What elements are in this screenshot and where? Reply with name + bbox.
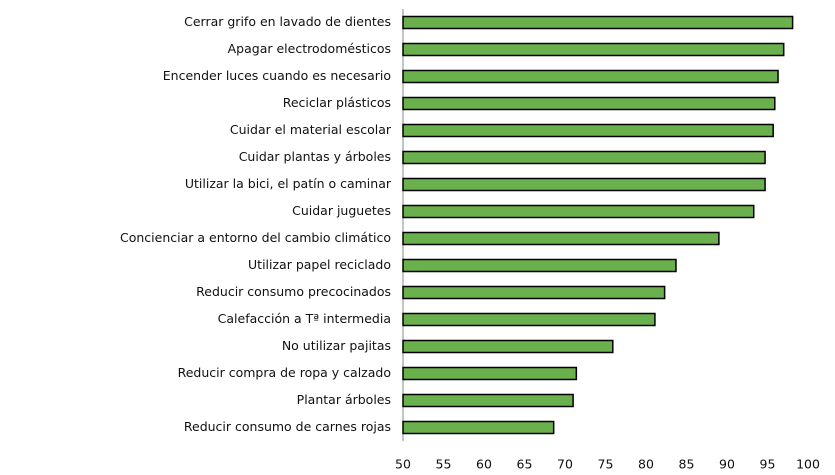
y-tick-label: Plantar árboles (297, 392, 391, 407)
x-tick-label: 65 (517, 457, 533, 472)
y-tick-label: Concienciar a entorno del cambio climáti… (120, 230, 391, 245)
bar (402, 123, 774, 138)
bar (402, 420, 555, 435)
y-tick-label: Reciclar plásticos (283, 95, 391, 110)
x-tick-label: 85 (679, 457, 695, 472)
x-tick-label: 75 (598, 457, 614, 472)
x-tick-label: 100 (796, 457, 820, 472)
y-tick-label: Calefacción a Tª intermedia (218, 311, 391, 326)
bar (402, 15, 794, 30)
y-tick-label: Encender luces cuando es necesario (163, 68, 391, 83)
y-tick-label: Utilizar la bici, el patín o caminar (185, 176, 392, 191)
x-tick-label: 95 (760, 457, 776, 472)
y-tick-label: Utilizar papel reciclado (248, 257, 391, 272)
y-tick-label: No utilizar pajitas (282, 338, 391, 353)
y-tick-label: Cuidar juguetes (292, 203, 391, 218)
bar (402, 393, 574, 408)
bar (402, 231, 720, 246)
y-tick-label: Reducir consumo precocinados (196, 284, 391, 299)
x-tick-label: 60 (476, 457, 492, 472)
bar (402, 42, 785, 57)
x-tick-label: 80 (638, 457, 654, 472)
x-tick-label: 70 (557, 457, 573, 472)
y-tick-label: Apagar electrodomésticos (228, 41, 391, 56)
y-tick-label: Cuidar el material escolar (230, 122, 392, 137)
bar (402, 258, 677, 273)
bar (402, 285, 666, 300)
bar (402, 150, 766, 165)
bar (402, 312, 656, 327)
bar (402, 96, 776, 111)
x-tick-label: 50 (395, 457, 411, 472)
x-tick-label: 55 (436, 457, 452, 472)
bar (402, 366, 578, 381)
y-tick-label: Cuidar plantas y árboles (239, 149, 391, 164)
bar (402, 69, 779, 84)
bar (402, 177, 766, 192)
x-tick-label: 90 (719, 457, 735, 472)
y-tick-label: Reducir consumo de carnes rojas (184, 419, 391, 434)
y-tick-label: Cerrar grifo en lavado de dientes (184, 14, 391, 29)
bar (402, 339, 614, 354)
y-tick-label: Reducir compra de ropa y calzado (178, 365, 391, 380)
bar (402, 204, 755, 219)
